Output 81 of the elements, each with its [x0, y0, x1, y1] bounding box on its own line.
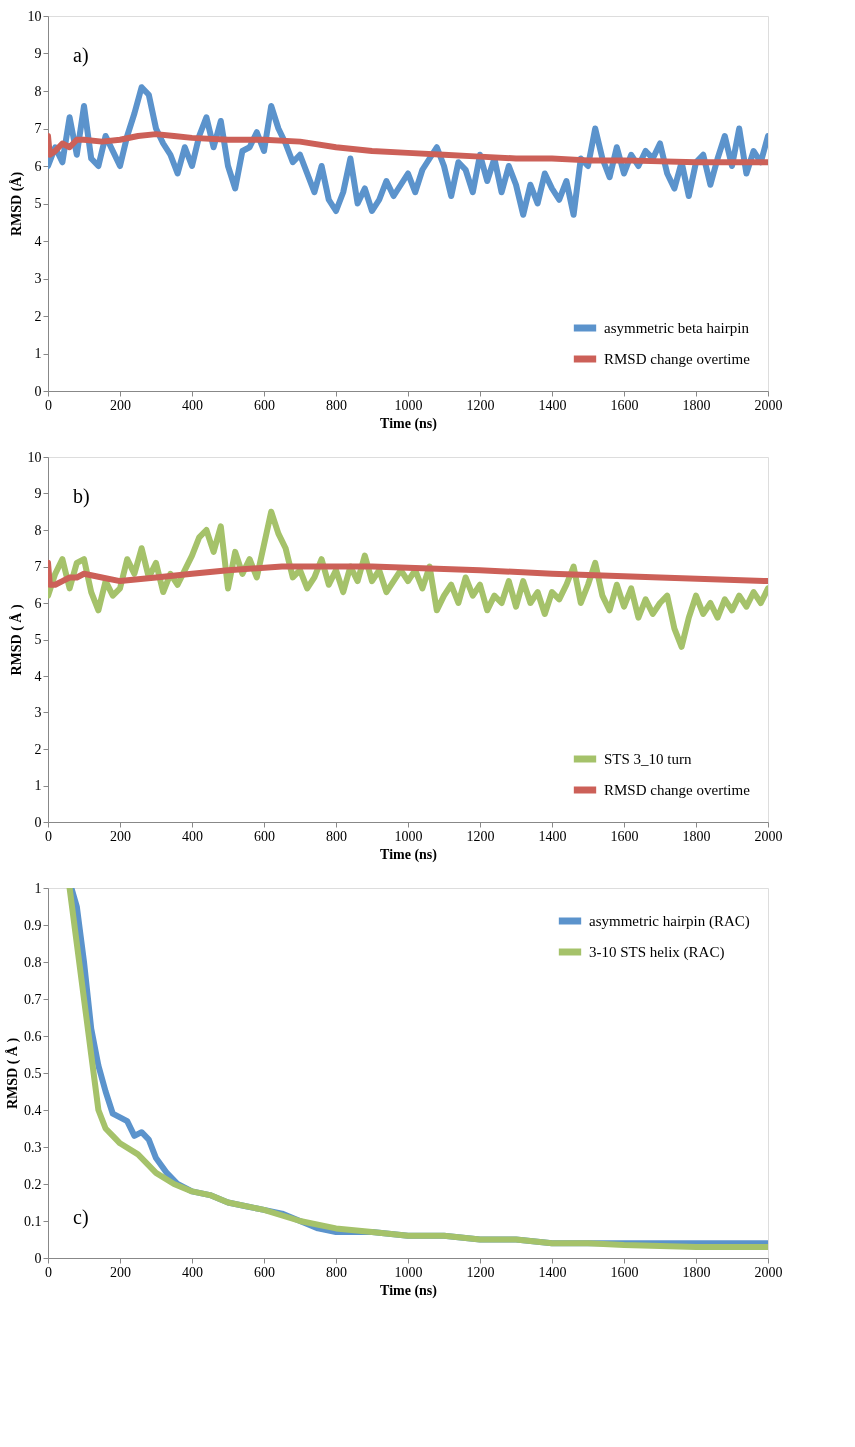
- x-axis-title: Time (ns): [380, 415, 438, 432]
- y-tick-label: 4: [34, 233, 42, 249]
- x-tick-label: 1400: [538, 397, 567, 413]
- x-tick-label: 1600: [610, 1264, 639, 1280]
- y-tick-label: 6: [34, 595, 42, 611]
- y-tick-label: 0.5: [24, 1065, 42, 1081]
- y-tick-label: 0.9: [24, 917, 42, 933]
- y-axis-title: RMSD (Å): [8, 171, 25, 237]
- x-tick-label: 800: [326, 397, 347, 413]
- y-tick-label: 0.6: [24, 1028, 42, 1044]
- y-tick-label: 0: [34, 383, 42, 399]
- y-tick-label: 8: [34, 83, 42, 99]
- y-tick-label: 3: [34, 705, 42, 720]
- x-tick-label: 1000: [394, 828, 423, 844]
- x-tick-label: 2000: [754, 828, 783, 844]
- y-tick-label: 3: [34, 271, 42, 286]
- annotation: c): [73, 1206, 89, 1229]
- y-tick-label: 0: [34, 814, 42, 830]
- y-tick-label: 0.8: [24, 954, 42, 970]
- legend-label: 3-10 STS helix (RAC): [589, 944, 725, 961]
- y-axis-title: RMSD ( Å ): [5, 1037, 21, 1110]
- y-tick-label: 1: [34, 880, 42, 896]
- x-tick-label: 600: [254, 397, 275, 413]
- x-tick-label: 0: [45, 1264, 52, 1280]
- x-tick-label: 1800: [682, 1264, 711, 1280]
- x-tick-label: 2000: [754, 1264, 783, 1280]
- x-tick-label: 400: [182, 397, 203, 413]
- y-tick-label: 5: [34, 632, 42, 647]
- x-tick-label: 400: [182, 1264, 203, 1280]
- x-tick-label: 600: [254, 1264, 275, 1280]
- x-tick-label: 400: [182, 828, 203, 844]
- x-tick-label: 1400: [538, 1264, 567, 1280]
- y-tick-label: 10: [27, 8, 42, 24]
- x-tick-label: 1800: [682, 828, 711, 844]
- y-tick-label: 0: [34, 1250, 42, 1266]
- y-tick-label: 5: [34, 196, 42, 211]
- x-tick-label: 1200: [466, 828, 495, 844]
- x-tick-label: 1600: [610, 397, 639, 413]
- y-tick-label: 0.3: [24, 1139, 42, 1155]
- y-tick-label: 7: [34, 121, 42, 136]
- x-tick-label: 200: [110, 1264, 131, 1280]
- x-tick-label: 1400: [538, 828, 567, 844]
- legend-label: RMSD change overtime: [604, 782, 751, 798]
- x-tick-label: 1600: [610, 828, 639, 844]
- legend-label: asymmetric hairpin (RAC): [589, 913, 750, 930]
- annotation: b): [73, 485, 90, 508]
- y-tick-label: 6: [34, 158, 42, 174]
- y-axis-title: RMSD ( Å ): [8, 604, 25, 676]
- legend-label: RMSD change overtime: [604, 351, 751, 367]
- y-tick-label: 0.2: [24, 1176, 42, 1192]
- x-tick-label: 800: [326, 828, 347, 844]
- legend-label: STS 3_10 turn: [604, 751, 693, 767]
- y-tick-label: 0.4: [24, 1102, 42, 1118]
- x-axis-title: Time (ns): [380, 1282, 438, 1299]
- x-tick-label: 0: [45, 397, 52, 413]
- y-tick-label: 0.7: [24, 991, 42, 1007]
- annotation: a): [73, 44, 89, 67]
- x-tick-label: 800: [326, 1264, 347, 1280]
- y-tick-label: 1: [34, 778, 42, 793]
- x-tick-label: 1200: [466, 397, 495, 413]
- y-tick-label: 1: [34, 346, 42, 361]
- y-tick-label: 9: [34, 486, 42, 501]
- x-tick-label: 200: [110, 397, 131, 413]
- y-tick-label: 9: [34, 46, 42, 61]
- y-tick-label: 4: [34, 668, 42, 684]
- x-axis-title: Time (ns): [380, 846, 438, 863]
- x-tick-label: 200: [110, 828, 131, 844]
- x-tick-label: 1800: [682, 397, 711, 413]
- x-tick-label: 1000: [394, 397, 423, 413]
- legend-label: asymmetric beta hairpin: [604, 320, 750, 336]
- x-tick-label: 600: [254, 828, 275, 844]
- x-tick-label: 2000: [754, 397, 783, 413]
- x-tick-label: 1000: [394, 1264, 423, 1280]
- y-tick-label: 10: [27, 449, 42, 465]
- y-tick-label: 2: [34, 308, 42, 324]
- x-tick-label: 0: [45, 828, 52, 844]
- y-tick-label: 8: [34, 522, 42, 538]
- x-tick-label: 1200: [466, 1264, 495, 1280]
- y-tick-label: 0.1: [24, 1213, 42, 1229]
- y-tick-label: 2: [34, 741, 42, 757]
- y-tick-label: 7: [34, 559, 42, 574]
